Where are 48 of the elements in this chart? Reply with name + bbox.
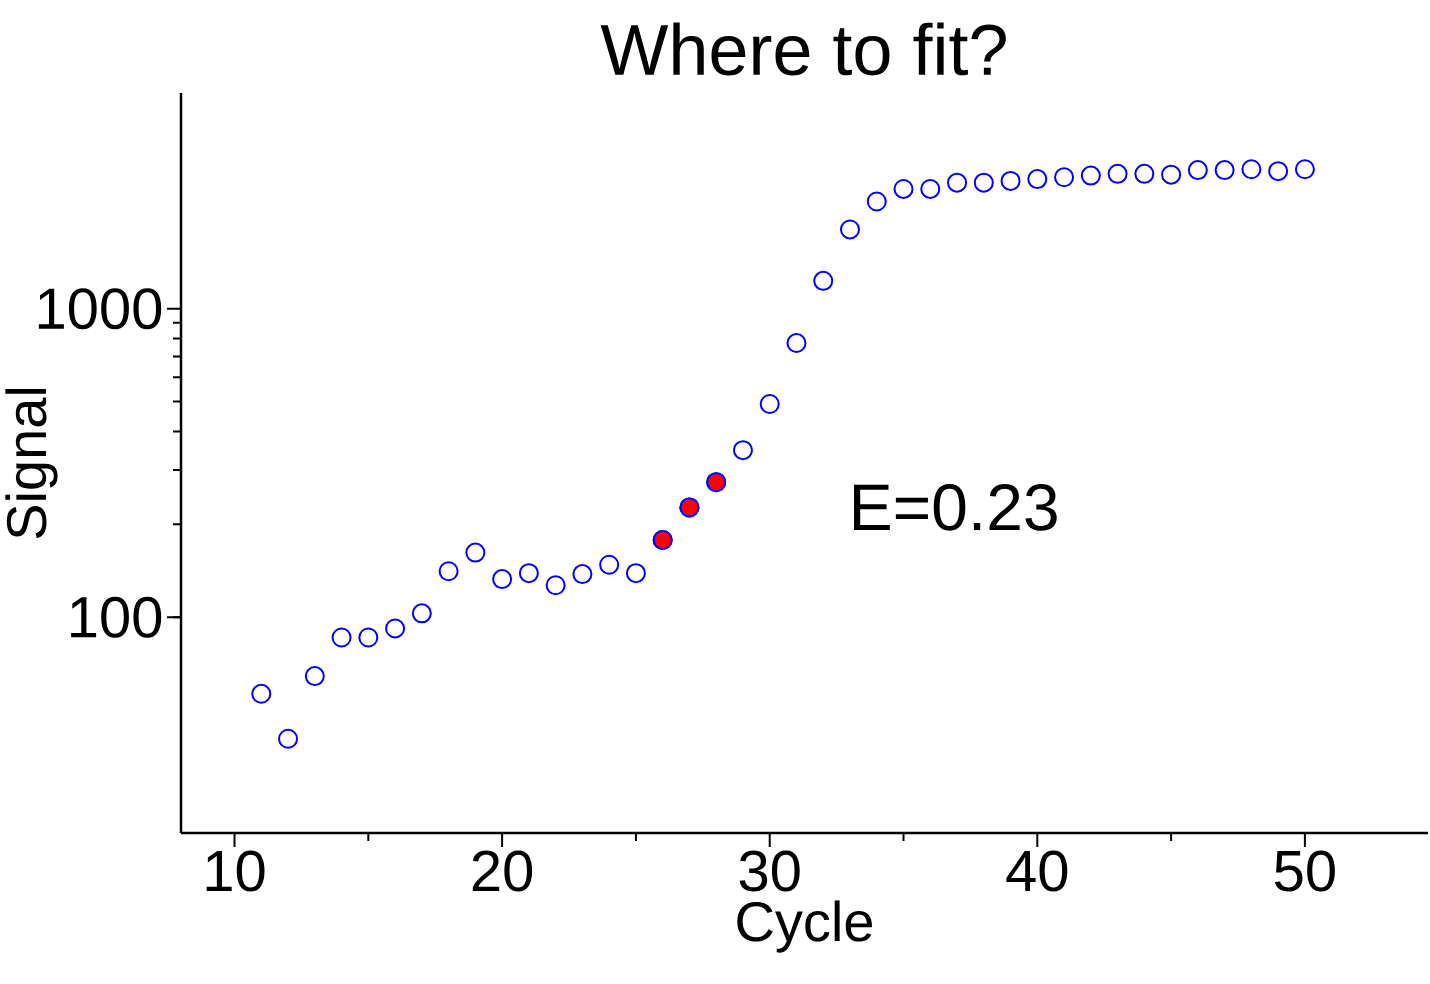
y-tick-label: 100: [71, 596, 162, 638]
point: [947, 172, 968, 193]
point: [438, 561, 459, 582]
point: [1054, 167, 1075, 188]
point: [839, 219, 860, 240]
point: [1214, 160, 1235, 181]
point: [304, 666, 325, 687]
point: [545, 575, 566, 596]
point: [1134, 163, 1155, 184]
point: [278, 728, 299, 749]
point: [1107, 163, 1128, 184]
point: [1294, 159, 1315, 180]
point: [973, 172, 994, 193]
point: [732, 440, 753, 461]
x-tick-label: 20: [472, 850, 533, 892]
point: [1000, 170, 1021, 191]
point: [1080, 165, 1101, 186]
point: [1027, 169, 1048, 190]
point: [599, 554, 620, 575]
point: [866, 191, 887, 212]
x-tick-label: 50: [1274, 850, 1335, 892]
point: [893, 178, 914, 199]
point: [1268, 161, 1289, 182]
point: [385, 618, 406, 639]
point: [1161, 164, 1182, 185]
point: [813, 270, 834, 291]
point: [492, 569, 513, 590]
point: [251, 683, 272, 704]
point: [786, 333, 807, 354]
x-tick-label: 30: [739, 850, 800, 892]
x-tick-label: 10: [206, 850, 265, 892]
point: [572, 564, 593, 585]
point: [1241, 159, 1262, 180]
point: [1187, 160, 1208, 181]
point: [465, 542, 486, 563]
x-axis-title: Cycle: [737, 900, 872, 953]
y-tick-label: 1000: [38, 288, 162, 330]
point: [920, 178, 941, 199]
point: [331, 627, 352, 648]
x-tick-label: 40: [1006, 850, 1068, 892]
point: [411, 603, 432, 624]
point: [358, 627, 379, 648]
y-axis-title: Signal: [5, 388, 58, 539]
point: [518, 563, 539, 584]
point: [759, 394, 780, 415]
point: [625, 563, 646, 584]
annotation: E=0.23: [854, 484, 1057, 531]
chart-title: Where to fit?: [600, 22, 1006, 76]
